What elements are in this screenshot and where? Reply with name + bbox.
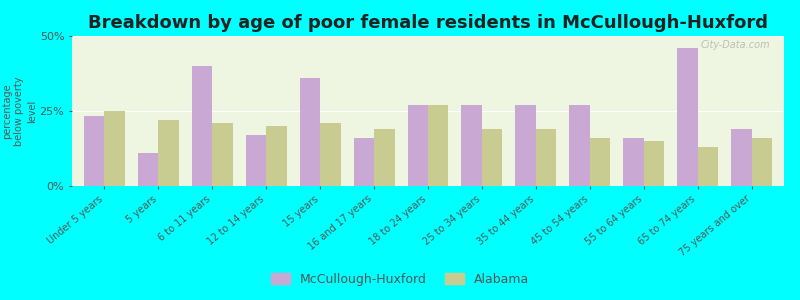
Bar — [731, 129, 752, 186]
Bar — [320, 123, 341, 186]
Bar — [354, 138, 374, 186]
Text: City-Data.com: City-Data.com — [700, 40, 770, 50]
Bar — [752, 138, 772, 186]
Bar — [212, 123, 233, 186]
Bar — [623, 138, 644, 186]
Bar — [374, 129, 394, 186]
Bar — [158, 120, 179, 186]
Bar — [677, 48, 698, 186]
Title: Breakdown by age of poor female residents in McCullough-Huxford: Breakdown by age of poor female resident… — [88, 14, 768, 32]
Bar — [462, 105, 482, 186]
Bar — [104, 111, 125, 186]
Bar — [266, 126, 286, 186]
Bar — [698, 147, 718, 186]
Legend: McCullough-Huxford, Alabama: McCullough-Huxford, Alabama — [266, 268, 534, 291]
Bar — [84, 116, 104, 186]
Bar — [536, 129, 556, 186]
Bar — [570, 105, 590, 186]
Bar — [407, 105, 428, 186]
Bar — [246, 135, 266, 186]
Bar — [482, 129, 502, 186]
Bar — [428, 105, 449, 186]
Y-axis label: percentage
below poverty
level: percentage below poverty level — [2, 76, 37, 146]
Bar — [515, 105, 536, 186]
Bar — [300, 78, 320, 186]
Bar — [590, 138, 610, 186]
Bar — [138, 153, 158, 186]
Bar — [644, 141, 664, 186]
Bar — [192, 66, 212, 186]
